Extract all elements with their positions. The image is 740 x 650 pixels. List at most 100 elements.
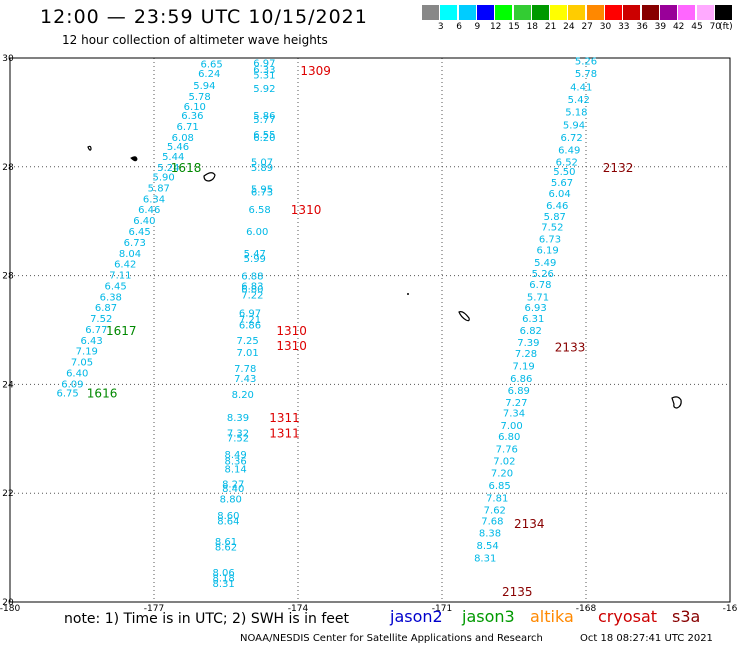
wave-height-value: 5.95 <box>251 185 273 196</box>
wave-height-value: 8.61 <box>215 537 237 548</box>
island-shape <box>671 396 682 409</box>
wave-height-value: 8.18 <box>212 574 234 585</box>
wave-height-value: 6.88 <box>241 272 263 283</box>
wave-height-value: 8.60 <box>217 511 239 522</box>
y-tick-label: 22 <box>2 489 13 499</box>
wave-height-value: 6.33 <box>253 65 275 76</box>
generated-timestamp: Oct 18 08:27:41 UTC 2021 <box>580 633 713 644</box>
satellite-legend-s3a: s3a <box>672 607 701 626</box>
colorbar-swatch <box>531 5 549 20</box>
wave-height-value: 6.42 <box>114 260 136 271</box>
wave-height-value: 6.97 <box>253 58 275 69</box>
colorbar-label: 21 <box>544 22 557 32</box>
wave-height-value: 7.01 <box>236 348 258 359</box>
pass-time-label: 1311 <box>269 426 300 440</box>
pass-time-label: 2133 <box>555 340 586 354</box>
x-tick-label: -180 <box>0 604 20 614</box>
wave-height-value: 8.62 <box>215 543 237 554</box>
colorbar-swatch <box>605 5 622 20</box>
lat-lon-grid <box>10 58 730 602</box>
wave-height-value: 6.73 <box>539 235 561 246</box>
wave-height-value: 8.31 <box>474 553 496 564</box>
wave-height-value: 7.19 <box>76 347 98 358</box>
x-tick-label: -16 <box>723 604 738 614</box>
colorbar-label: 42 <box>672 22 685 32</box>
wave-height-value: 7.39 <box>517 338 539 349</box>
wave-height-value: 6.73 <box>251 187 273 198</box>
colorbar-label: 39 <box>654 22 667 32</box>
satellite-legend-cryosat: cryosat <box>598 607 658 626</box>
colorbar-swatch <box>476 5 494 20</box>
wave-height-value: 5.26 <box>575 57 597 68</box>
wave-height-value: 5.94 <box>563 120 585 131</box>
wave-height-value: 5.90 <box>152 173 174 184</box>
map-frame <box>9 57 731 603</box>
wave-height-value: 5.47 <box>244 249 266 260</box>
wave-height-value: 6.83 <box>241 281 263 292</box>
colorbar-label: 27 <box>581 22 593 32</box>
wave-height-value: 6.34 <box>143 194 165 205</box>
wave-height-value: 6.93 <box>524 303 546 314</box>
island-shape <box>203 172 216 182</box>
footer-note: note: 1) Time is in UTC; 2) SWH is in fe… <box>64 611 350 627</box>
wave-height-value: 7.27 <box>505 398 527 409</box>
colorbar-swatch <box>513 5 531 20</box>
y-tick-label: 24 <box>2 380 14 390</box>
colorbar-swatch <box>659 5 677 20</box>
pass-time-label: 1616 <box>87 387 118 401</box>
colorbar-label: 18 <box>526 22 539 32</box>
colorbar-swatch <box>696 5 714 20</box>
y-axis-ticks: 30 28 28 24 22 20 <box>2 54 14 608</box>
x-tick-label: -174 <box>288 604 309 614</box>
wave-height-value: 5.67 <box>551 178 573 189</box>
wave-height-value: 7.11 <box>109 271 131 282</box>
wave-height-value: 5.46 <box>167 142 189 153</box>
colorbar-label: 70 <box>709 22 722 32</box>
wave-height-value: 7.25 <box>236 336 258 347</box>
wave-height-value: 6.77 <box>85 325 107 336</box>
wave-height-value: 7.52 <box>227 434 249 445</box>
wave-height-value: 7.34 <box>503 409 525 420</box>
wave-height-value: 7.28 <box>515 349 537 360</box>
wave-height-value: 7.22 <box>241 291 263 302</box>
colorbar-swatch <box>495 5 513 20</box>
colorbar-label: 6 <box>456 22 462 32</box>
colorbar-unit: (ft) <box>719 22 733 32</box>
y-tick-label: 30 <box>2 54 14 64</box>
altimeter-tracks: 6.656.245.945.786.106.366.716.085.465.44… <box>56 57 597 590</box>
wave-height-value: 6.72 <box>560 133 582 144</box>
wave-height-value: 8.04 <box>119 249 141 260</box>
y-tick-label: 28 <box>2 163 14 173</box>
colorbar-swatch <box>422 5 439 20</box>
wave-height-value: 7.81 <box>486 494 508 505</box>
wave-height-value: 7.21 <box>239 315 261 326</box>
colorbar-label: 36 <box>636 22 648 32</box>
colorbar-label: 24 <box>563 22 575 32</box>
wave-height-value: 5.26 <box>532 269 554 280</box>
wave-height-value: 7.68 <box>481 516 503 527</box>
y-tick-label: 20 <box>2 598 14 608</box>
wave-height-value: 5.89 <box>251 163 273 174</box>
pass-time-label: 2134 <box>514 517 545 531</box>
colorbar-label: 15 <box>508 22 520 32</box>
credit-line: NOAA/NESDIS Center for Satellite Applica… <box>240 633 543 644</box>
wave-height-value: 6.80 <box>241 285 263 296</box>
page-title: 12:00 — 23:59 UTC 10/15/2021 <box>40 6 368 28</box>
wave-height-value: 6.86 <box>510 374 532 385</box>
wave-height-value: 8.49 <box>224 450 246 461</box>
colorbar-label: 12 <box>489 22 502 32</box>
colorbar-label: 45 <box>691 22 703 32</box>
wave-height-value: 6.55 <box>253 130 275 141</box>
colorbar-swatch <box>550 5 568 20</box>
pass-time-label: 2132 <box>603 161 634 175</box>
wave-height-value: 5.50 <box>553 167 575 178</box>
wave-height-value: 6.08 <box>172 133 194 144</box>
wave-height-value: 8.54 <box>476 541 498 552</box>
pass-time-label: 1310 <box>276 324 307 338</box>
pass-time-label: 2135 <box>502 585 533 599</box>
wave-height-value: 5.78 <box>575 69 597 80</box>
wave-height-value: 5.24 <box>157 163 179 174</box>
wave-height-value: 7.52 <box>90 314 112 325</box>
colorbar-label: 9 <box>474 22 481 32</box>
